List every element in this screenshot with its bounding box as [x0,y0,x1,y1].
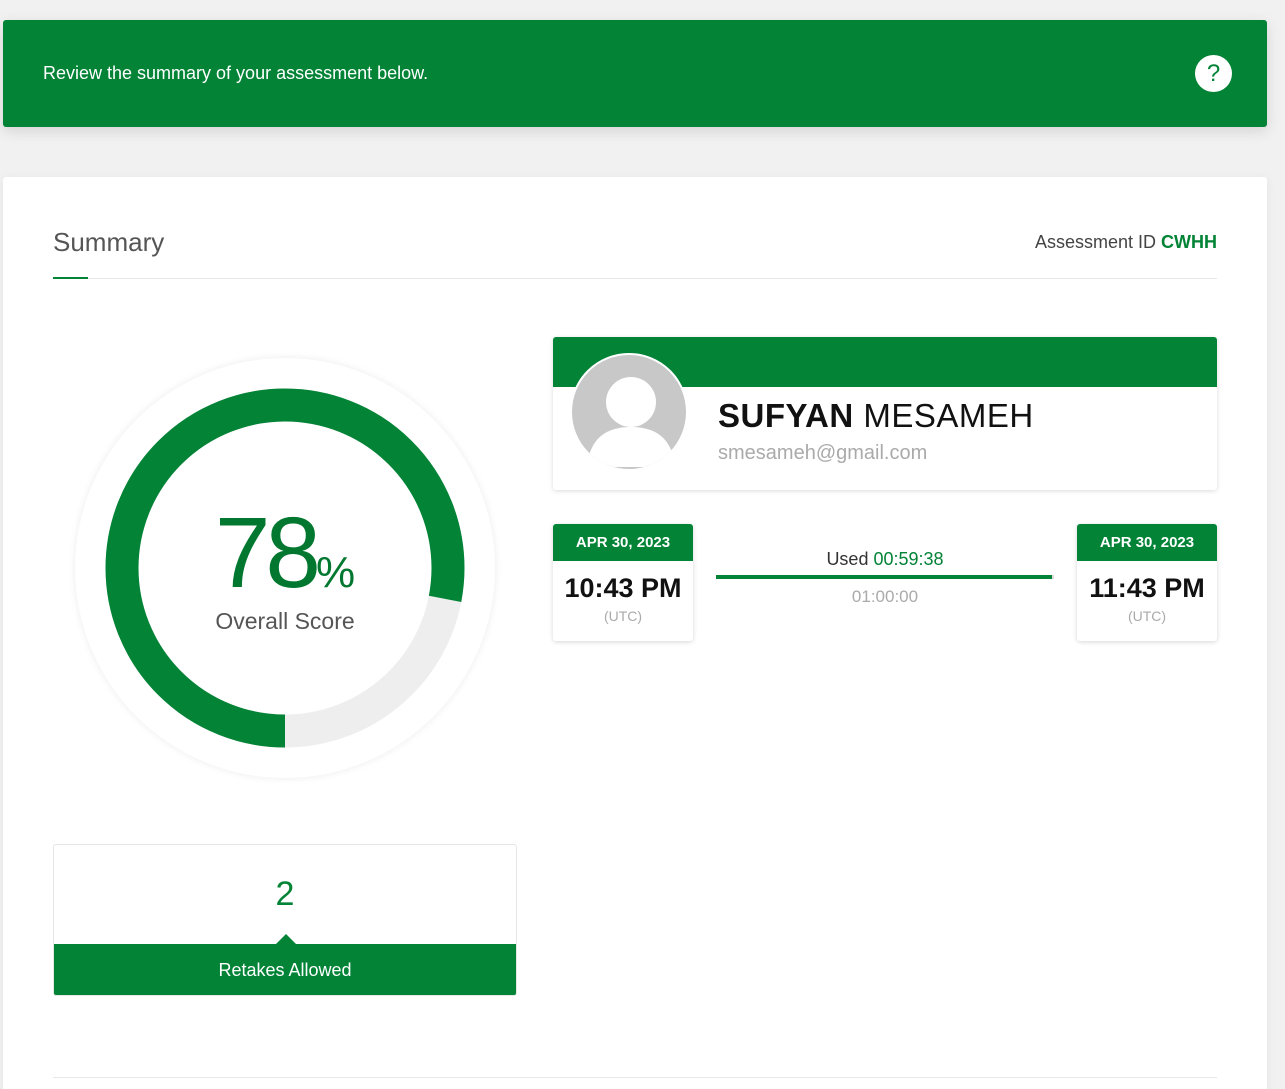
time-usage-bar [716,575,1054,579]
profile-name: SUFYAN MESAMEH [718,397,1034,435]
end-time: 11:43 PM [1089,573,1205,603]
start-timezone: (UTC) [603,608,643,624]
profile-first-name: SUFYAN [718,397,854,434]
start-time: 10:43 PM [564,573,682,603]
bottom-divider [53,1077,1217,1078]
score-value: 78% [75,503,495,603]
end-time-card: APR 30, 2023 11:43 PM (UTC) [1077,524,1217,641]
help-button[interactable]: ? [1195,55,1232,92]
score-label: Overall Score [215,608,355,634]
assessment-id-label: Assessment ID [1034,232,1156,252]
start-time-card: APR 30, 2023 10:43 PM (UTC) [553,524,693,641]
retakes-count: 2 [275,875,295,913]
retakes-panel: 2 Retakes Allowed [53,844,517,996]
time-used: Used 00:59:38 [716,549,1054,570]
user-icon [587,377,675,467]
score-ring [105,388,465,748]
summary-divider [53,278,1217,279]
end-timezone: (UTC) [1127,608,1167,624]
score-percent-sign: % [316,548,356,597]
banner-message: Review the summary of your assessment be… [43,63,429,83]
profile-last-name: MESAMEH [863,397,1034,434]
summary-underline [53,277,88,279]
score-ring-fill [105,388,465,748]
time-total: 01:00:00 [851,587,919,606]
profile-email: smesameh@gmail.com [718,442,928,464]
time-usage: Used 00:59:38 01:00:00 [716,549,1054,607]
summary-title: Summary [53,227,165,257]
score-gauge: 78% Overall Score [75,358,495,778]
retakes-label: Retakes Allowed [54,944,516,995]
info-banner: Review the summary of your assessment be… [3,20,1267,127]
time-used-label: Used [826,549,869,569]
profile-card: SUFYAN MESAMEH smesameh@gmail.com [553,337,1217,490]
retakes-arrow [276,934,296,944]
avatar [570,353,688,471]
start-date: APR 30, 2023 [553,524,693,561]
assessment-id-code: CWHH [1161,232,1217,252]
score-number: 78 [214,497,321,609]
summary-card: Summary Assessment ID CWHH 78% Overall S… [3,177,1267,1089]
end-date: APR 30, 2023 [1077,524,1217,561]
time-usage-bar-fill [716,575,1052,579]
assessment-id: Assessment ID CWHH [1035,232,1217,253]
time-used-value: 00:59:38 [873,549,944,569]
